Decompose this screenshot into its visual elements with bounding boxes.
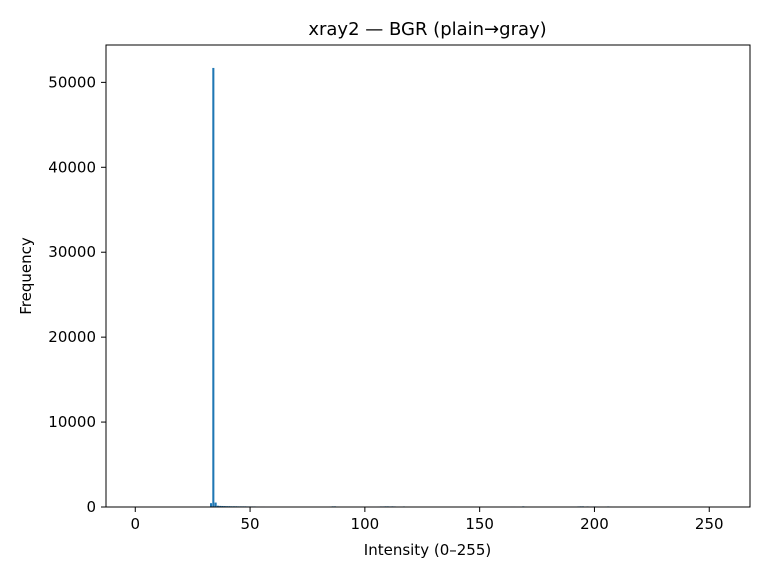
x-tick-label: 250: [695, 515, 724, 533]
x-tick-label: 100: [351, 515, 380, 533]
x-tick-label: 50: [241, 515, 260, 533]
y-tick-label: 40000: [48, 158, 96, 176]
y-tick-label: 10000: [48, 413, 96, 431]
histogram-bar: [219, 505, 222, 507]
x-tick-label: 0: [130, 515, 140, 533]
y-tick-label: 0: [86, 498, 96, 516]
plot-area: [106, 45, 750, 507]
x-tick-label: 150: [465, 515, 494, 533]
x-axis-ticks: 0 50 100 150 200 250: [130, 507, 724, 533]
y-tick-label: 50000: [48, 73, 96, 91]
chart-title: xray2 — BGR (plain→gray): [308, 19, 546, 40]
histogram-bar: [210, 503, 213, 507]
x-tick-label: 200: [580, 515, 609, 533]
y-tick-label: 20000: [48, 328, 96, 346]
x-axis-label: Intensity (0–255): [364, 541, 491, 559]
histogram-bar: [216, 505, 219, 507]
y-tick-label: 30000: [48, 243, 96, 261]
histogram-bar: [214, 502, 217, 507]
plot-frame: [105, 44, 751, 508]
histogram-bar: [221, 505, 224, 507]
histogram-bar: [212, 67, 215, 508]
y-axis-ticks: 0 10000 20000 30000 40000 50000: [48, 73, 106, 516]
y-axis-label: Frequency: [17, 237, 35, 315]
